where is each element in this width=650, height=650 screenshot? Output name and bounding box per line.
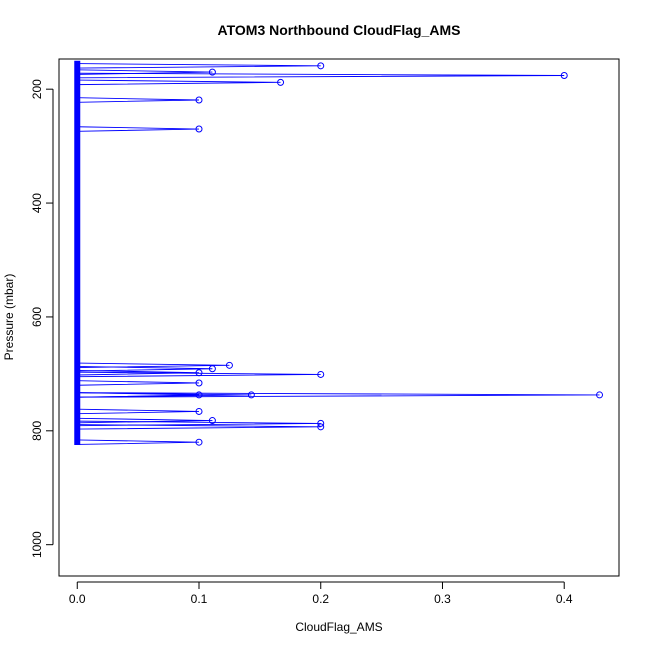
y-tick-label: 400 (30, 193, 44, 213)
x-tick-label: 0.3 (434, 592, 451, 606)
profile-spike (77, 97, 200, 103)
profile-spike (77, 408, 200, 415)
profile-spike (77, 371, 321, 378)
data-point (195, 438, 203, 446)
data-point (195, 96, 203, 104)
x-tick-label: 0.0 (69, 592, 86, 606)
profile-spike (77, 79, 281, 86)
profile-spike (77, 392, 600, 398)
profile-spike (77, 439, 200, 445)
profile-spike (77, 126, 200, 132)
profile-spike (77, 392, 252, 398)
data-point (195, 407, 203, 415)
data-point (195, 379, 203, 387)
x-tick-label: 0.2 (312, 592, 329, 606)
profile-spike (77, 63, 321, 69)
points-layer (195, 62, 604, 446)
y-axis-label: Pressure (mbar) (2, 274, 16, 361)
x-tick-label: 0.4 (556, 592, 573, 606)
data-point (208, 68, 216, 76)
profile-spike (77, 370, 200, 376)
data-point (195, 369, 203, 377)
y-tick-label: 800 (30, 420, 44, 440)
data-point (317, 419, 325, 427)
x-axis-label: CloudFlag_AMS (295, 620, 382, 634)
y-tick-label: 200 (30, 79, 44, 99)
data-point (208, 365, 216, 373)
data-point (317, 62, 325, 70)
chart-title: ATOM3 Northbound CloudFlag_AMS (218, 22, 461, 38)
profile-spike (77, 366, 213, 372)
data-point (208, 417, 216, 425)
profile-spike (77, 380, 200, 386)
profile-spike (77, 72, 565, 79)
x-tick-label: 0.1 (191, 592, 208, 606)
profile-spike (77, 417, 213, 424)
data-point (195, 391, 203, 399)
data-point (596, 391, 604, 399)
y-axis: 200 400 600 800 1000 (30, 79, 54, 558)
data-point (317, 370, 325, 378)
y-tick-label: 600 (30, 307, 44, 327)
data-point (277, 78, 285, 86)
x-axis: 0.0 0.1 0.2 0.3 0.4 (69, 581, 573, 606)
data-point (225, 361, 233, 369)
y-tick-label: 1000 (30, 531, 44, 558)
plot-frame (58, 58, 620, 577)
data-point (317, 423, 325, 431)
profile-spike (77, 362, 230, 369)
data-point (560, 72, 568, 80)
data-point (195, 125, 203, 133)
data-point (247, 391, 255, 399)
